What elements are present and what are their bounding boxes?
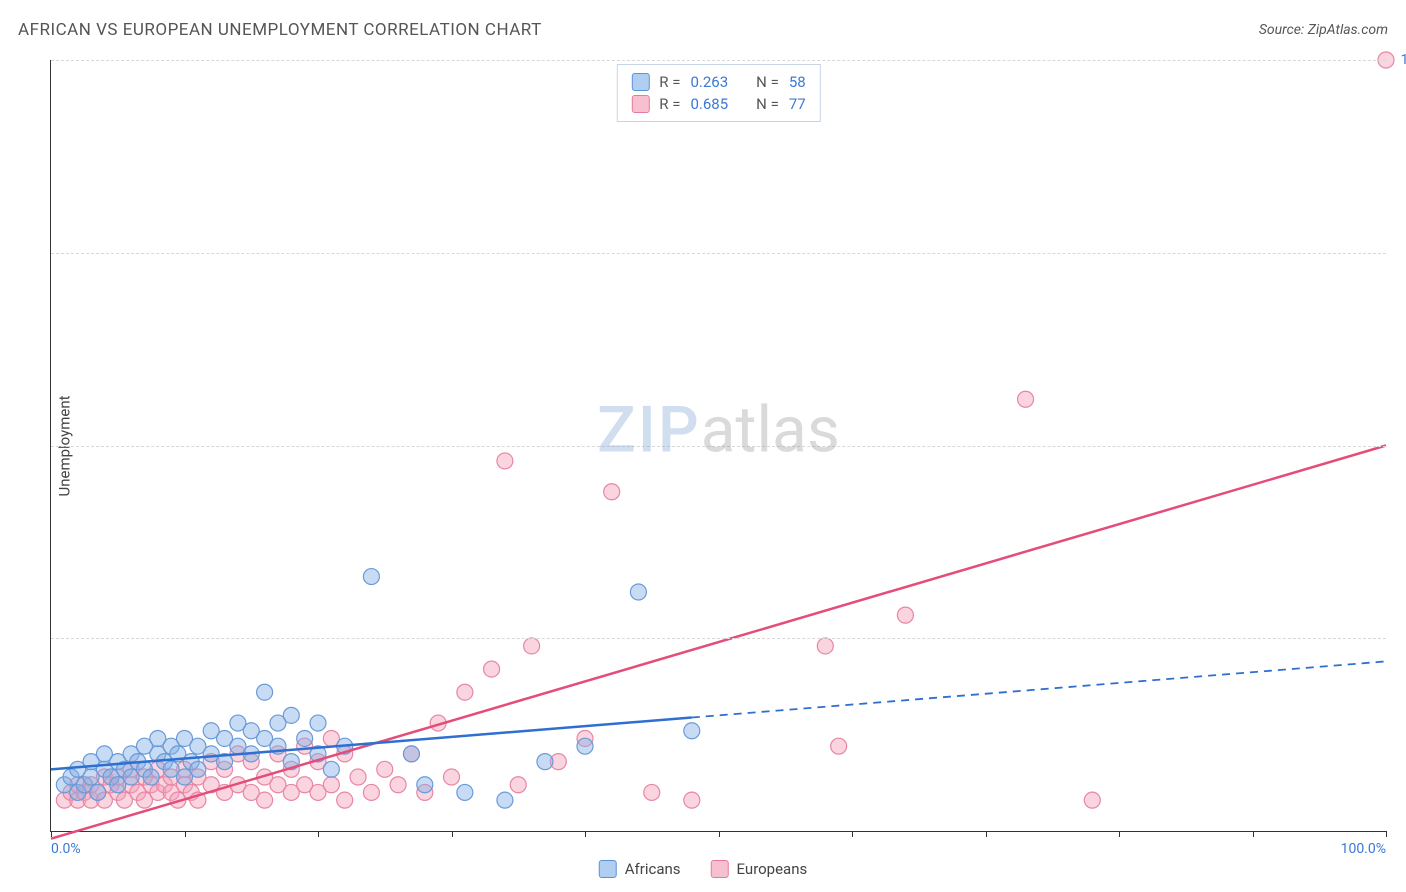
y-tick-label: 25.0% [1391,630,1406,646]
x-tick-label: 0.0% [51,841,81,857]
source-attribution: Source: ZipAtlas.com [1259,22,1388,38]
chart-title: AFRICAN VS EUROPEAN UNEMPLOYMENT CORRELA… [18,20,542,40]
swatch-pink-icon [631,95,649,113]
legend-row-africans: R = 0.263 N = 58 [631,71,805,93]
swatch-blue-icon [631,73,649,91]
trendline-africans-dashed [692,661,1386,717]
legend-item-africans: Africans [599,860,681,878]
data-point [831,738,847,754]
data-point [537,754,553,770]
data-point [363,784,379,800]
trendline-europeans [51,446,1386,839]
r-value-africans: 0.263 [690,73,728,91]
data-point [444,769,460,785]
data-point [390,777,406,793]
swatch-pink-icon [711,860,729,878]
data-point [497,792,513,808]
x-tick [185,831,186,837]
data-point [363,569,379,585]
legend-item-europeans: Europeans [711,860,808,878]
gridline [51,253,1386,254]
data-point [524,638,540,654]
n-value-africans: 58 [789,73,806,91]
data-point [684,723,700,739]
correlation-legend: R = 0.263 N = 58 R = 0.685 N = 77 [616,64,820,122]
legend-label-europeans: Europeans [737,860,808,878]
data-point [604,484,620,500]
x-tick [452,831,453,837]
swatch-blue-icon [599,860,617,878]
x-tick [719,831,720,837]
data-point [323,761,339,777]
data-point [337,792,353,808]
x-tick [1386,831,1387,837]
data-point [457,784,473,800]
n-value-europeans: 77 [789,95,806,113]
x-tick [986,831,987,837]
data-point [257,792,273,808]
data-point [377,761,393,777]
data-point [297,730,313,746]
data-point [484,661,500,677]
data-point [1084,792,1100,808]
source-name: ZipAtlas.com [1308,22,1388,38]
data-point [457,684,473,700]
data-point [283,707,299,723]
y-tick-label: 50.0% [1391,438,1406,454]
n-label: N = [756,95,779,113]
data-point [1018,391,1034,407]
gridline [51,446,1386,447]
series-legend: Africans Europeans [599,860,808,878]
x-tick [51,831,52,837]
data-point [90,784,106,800]
gridline [51,638,1386,639]
x-tick [318,831,319,837]
data-point [403,746,419,762]
data-point [510,777,526,793]
source-label: Source: [1259,22,1304,38]
data-point [577,738,593,754]
y-tick-label: 75.0% [1391,245,1406,261]
data-point [257,684,273,700]
data-point [630,584,646,600]
data-point [190,761,206,777]
legend-row-europeans: R = 0.685 N = 77 [631,93,805,115]
gridline [51,60,1386,61]
legend-label-africans: Africans [625,860,681,878]
x-tick [1119,831,1120,837]
data-point [143,769,159,785]
data-point [684,792,700,808]
chart-header: AFRICAN VS EUROPEAN UNEMPLOYMENT CORRELA… [18,20,1388,40]
r-label: R = [659,95,680,113]
x-tick [1253,831,1254,837]
n-label: N = [756,73,779,91]
y-tick-label: 100.0% [1391,52,1406,68]
x-tick-label: 100.0% [1341,841,1386,857]
r-value-europeans: 0.685 [690,95,728,113]
x-tick [585,831,586,837]
x-tick [852,831,853,837]
data-point [350,769,366,785]
data-point [817,638,833,654]
data-point [323,777,339,793]
data-point [897,607,913,623]
data-point [310,715,326,731]
chart-plot-area: ZIPatlas R = 0.263 N = 58 R = 0.685 N = … [50,60,1386,832]
r-label: R = [659,73,680,91]
data-point [497,453,513,469]
data-point [644,784,660,800]
data-point [417,777,433,793]
